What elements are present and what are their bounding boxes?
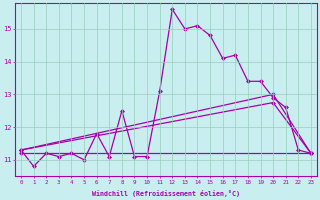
X-axis label: Windchill (Refroidissement éolien,°C): Windchill (Refroidissement éolien,°C) — [92, 190, 240, 197]
